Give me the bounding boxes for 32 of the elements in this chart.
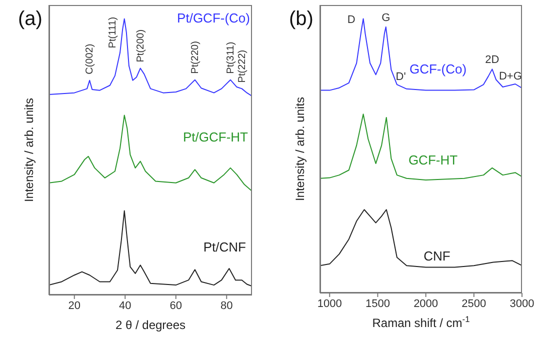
x-tick-label: 1500 [365,298,390,310]
x-tick-label: 2000 [414,298,438,310]
text: Pt/GCF-HT [183,130,248,144]
series-label: Pt/CNF [203,240,246,254]
series-label: CNF [424,248,450,264]
chart-title: (b) [289,8,314,31]
series-label: GCF-HT [408,152,458,168]
annotation: C(002) [84,44,96,74]
x-tick-label: 20 [68,300,80,312]
x-axis-title: 2 θ / degrees [115,318,186,332]
x-tick-label: 40 [119,300,132,312]
x-tick-label: 3000 [510,298,534,310]
annotation: D [347,14,356,26]
y-axis-title: Intensity / arb. units [22,98,36,202]
annotation: Pt(111) [107,16,118,48]
x-tick-label: 1000 [317,298,342,310]
series-label: GCF-(Co) [409,62,467,76]
x-tick-label: 2500 [462,298,486,310]
x-tick-label: 80 [220,300,233,312]
annotation: 2D [485,54,500,66]
annotation: Pt(311) [225,42,236,74]
annotation: D+G [498,70,522,83]
annotation: Pt(200) [135,29,146,62]
x-tick-label: 60 [170,300,182,312]
chart-title: (a) [18,8,42,31]
text: Pt/GCF-(Co) [177,10,250,26]
annotation: G [382,12,390,24]
annotation: Pt(220) [190,41,201,74]
x-axis-title: Raman shift / cm$^{-1}$ [372,314,470,330]
y-axis-title: Intensity / arb. units [293,96,307,202]
annotation: Pt(222) [236,50,248,83]
annotation: D' [396,71,406,84]
